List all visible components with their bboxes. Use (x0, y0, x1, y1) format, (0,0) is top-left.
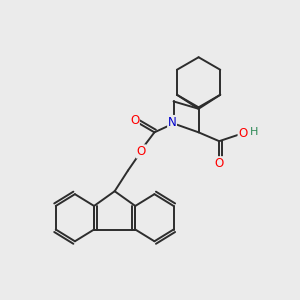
Text: N: N (168, 116, 176, 128)
Text: H: H (250, 127, 258, 137)
Text: O: O (130, 114, 139, 127)
Text: O: O (136, 145, 146, 158)
Text: O: O (214, 157, 224, 170)
Text: O: O (238, 127, 248, 140)
